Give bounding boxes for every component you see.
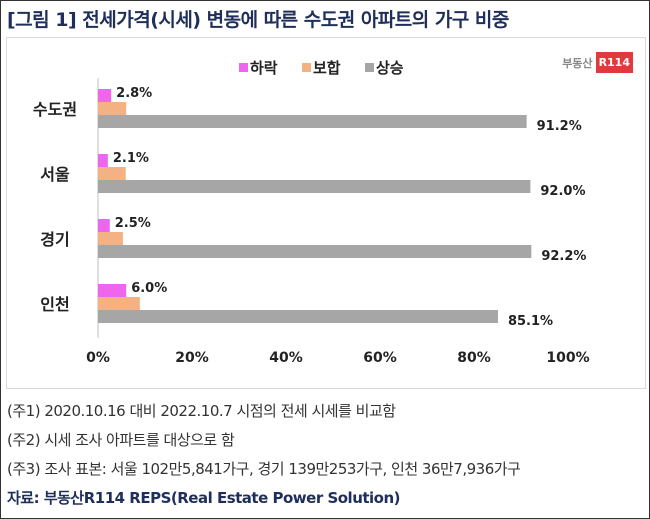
bar-상승 xyxy=(98,115,527,128)
x-tick-label: 60% xyxy=(363,350,397,366)
legend-swatch-하락 xyxy=(239,63,248,72)
note-2: (주2) 시세 조사 아파트를 대상으로 함 xyxy=(7,431,235,449)
bar-보합 xyxy=(98,167,126,180)
bar-상승 xyxy=(98,310,498,323)
category-label: 인천 xyxy=(40,295,69,314)
bar-상승 xyxy=(98,180,531,193)
data-label: 2.8% xyxy=(116,86,152,101)
bar-보합 xyxy=(98,232,123,245)
legend-swatch-상승 xyxy=(365,63,374,72)
r114-logo: 부동산 R114 xyxy=(562,52,633,73)
bar-보합 xyxy=(98,297,140,310)
note-3: (주3) 조사 표본: 서울 102만5,841가구, 경기 139만253가구… xyxy=(7,460,521,478)
category-label: 서울 xyxy=(40,165,70,184)
bar-하락 xyxy=(98,154,108,167)
data-label: 2.5% xyxy=(115,216,151,231)
legend-label: 하락 xyxy=(250,59,278,77)
data-label: 92.0% xyxy=(540,184,585,199)
logo-text: 부동산 xyxy=(562,56,593,70)
category-label: 수도권 xyxy=(33,100,77,119)
legend-label: 상승 xyxy=(376,59,404,77)
bar-상승 xyxy=(98,245,532,258)
bar-하락 xyxy=(98,219,110,232)
notes: (주1) 2020.10.16 대비 2022.10.7 시점의 전세 시세를 … xyxy=(7,397,521,513)
bar-보합 xyxy=(98,102,127,115)
legend-swatch-보합 xyxy=(302,63,311,72)
logo-mark: R114 xyxy=(595,52,633,73)
data-label: 92.2% xyxy=(541,249,586,264)
source: 자료: 부동산R114 REPS(Real Estate Power Solut… xyxy=(7,489,401,507)
category-label: 경기 xyxy=(40,230,69,249)
x-tick-label: 100% xyxy=(546,350,589,366)
note-1: (주1) 2020.10.16 대비 2022.10.7 시점의 전세 시세를 … xyxy=(7,402,396,420)
data-label: 85.1% xyxy=(508,314,553,329)
x-tick-label: 40% xyxy=(269,350,303,366)
x-tick-label: 20% xyxy=(175,350,209,366)
data-label: 6.0% xyxy=(131,281,167,296)
x-tick-label: 0% xyxy=(86,350,110,366)
data-label: 91.2% xyxy=(537,119,582,134)
bar-하락 xyxy=(98,284,127,297)
data-label: 2.1% xyxy=(113,151,149,166)
figure-title: [그림 1] 전세가격(시세) 변동에 따른 수도권 아파트의 가구 비중 xyxy=(7,9,509,31)
x-tick-label: 80% xyxy=(457,350,491,366)
legend-label: 보합 xyxy=(313,59,341,77)
bar-하락 xyxy=(98,89,112,102)
